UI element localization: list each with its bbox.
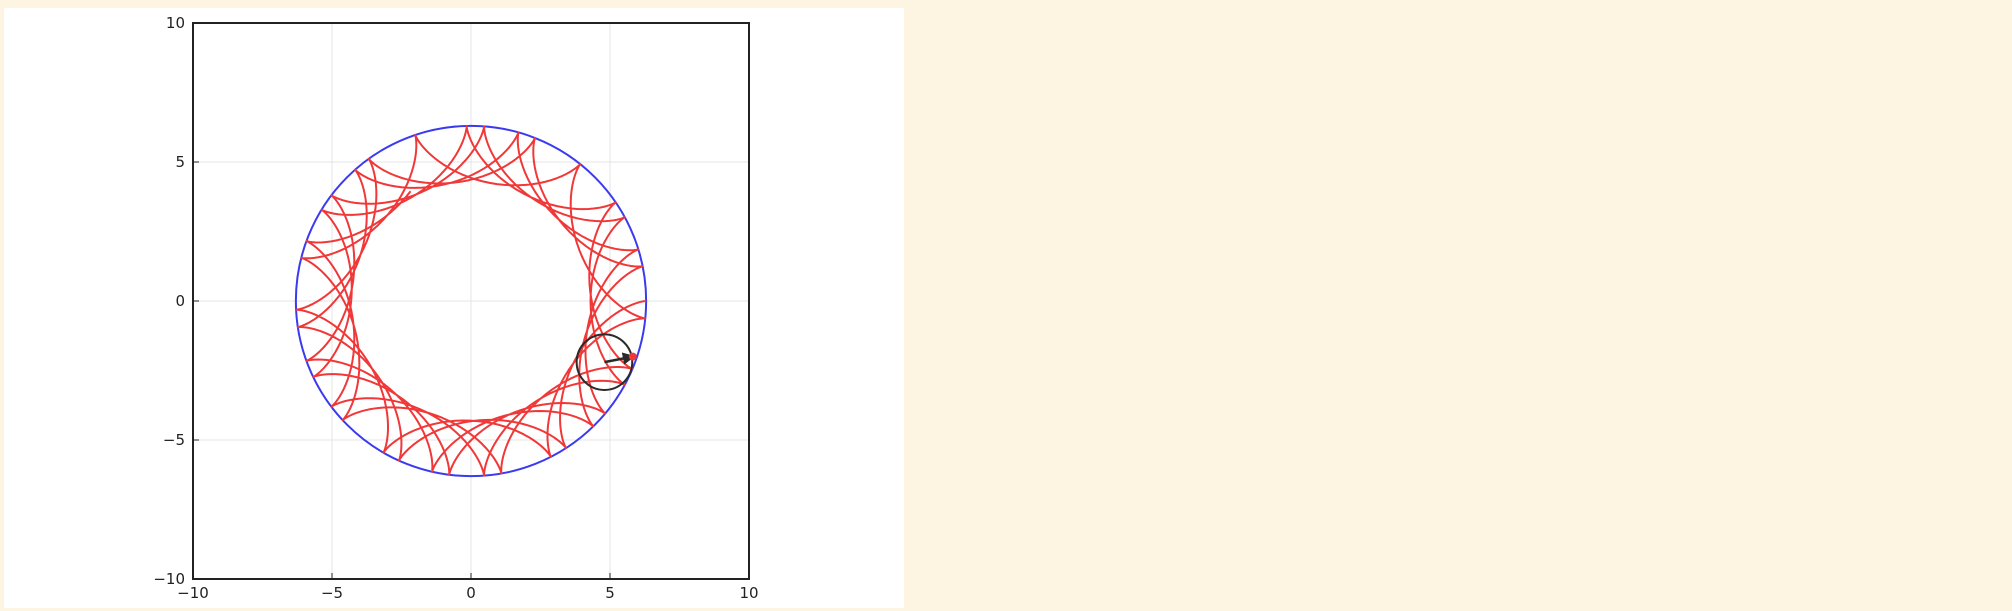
y-tick-label: −10: [153, 570, 185, 588]
x-tick-label: 5: [605, 584, 615, 602]
y-tick-label: 0: [175, 292, 185, 310]
tracer-arrow: [604, 352, 636, 365]
x-tick-label: −10: [177, 584, 209, 602]
x-tick-label: 10: [739, 584, 758, 602]
y-tick-label: −5: [163, 431, 185, 449]
y-tick-label: 10: [166, 14, 185, 32]
chart-svg: −10 −5 0 5 10 −10 −5 0 5 10: [153, 14, 758, 602]
hypocycloid-curve: [295, 124, 647, 477]
tracer-point: [628, 352, 637, 361]
hypocycloid-chart: −10 −5 0 5 10 −10 −5 0 5 10: [4, 8, 904, 608]
x-tick-label: −5: [321, 584, 343, 602]
y-tick-label: 5: [175, 153, 185, 171]
x-tick-label: 0: [466, 584, 476, 602]
plot-panel: −10 −5 0 5 10 −10 −5 0 5 10: [4, 8, 904, 608]
plot-area: [294, 124, 648, 478]
